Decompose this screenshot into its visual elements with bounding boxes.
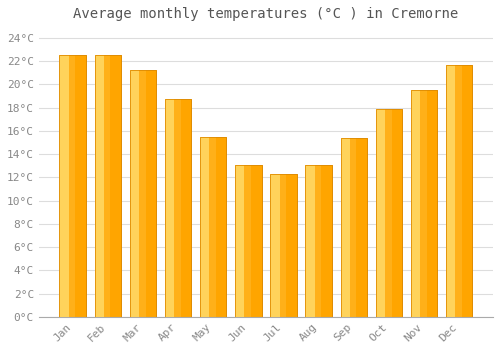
Bar [104,55,110,317]
Bar [306,164,332,317]
Bar [270,174,280,317]
Bar [235,164,244,317]
Bar [280,174,286,317]
Bar [446,65,472,317]
Bar [456,65,462,317]
Bar [350,138,356,317]
Bar [165,99,191,317]
Bar [376,109,402,317]
Bar [130,70,156,317]
Bar [200,137,226,317]
Bar [411,90,438,317]
Bar [165,99,174,317]
Bar [130,70,156,317]
Bar [235,164,262,317]
Bar [376,109,402,317]
Bar [446,65,456,317]
Bar [446,65,472,317]
Bar [60,55,86,317]
Bar [411,90,438,317]
Bar [165,99,191,317]
Bar [174,99,180,317]
Bar [60,55,68,317]
Bar [139,70,145,317]
Bar [306,164,314,317]
Bar [94,55,121,317]
Bar [376,109,385,317]
Bar [130,70,139,317]
Bar [306,164,332,317]
Bar [340,138,367,317]
Bar [94,55,121,317]
Bar [94,55,104,317]
Bar [235,164,262,317]
Title: Average monthly temperatures (°C ) in Cremorne: Average monthly temperatures (°C ) in Cr… [74,7,458,21]
Bar [270,174,296,317]
Bar [60,55,86,317]
Bar [270,174,296,317]
Bar [420,90,426,317]
Bar [411,90,420,317]
Bar [340,138,350,317]
Bar [314,164,322,317]
Bar [200,137,209,317]
Bar [200,137,226,317]
Bar [244,164,251,317]
Bar [340,138,367,317]
Bar [68,55,75,317]
Bar [385,109,392,317]
Bar [210,137,216,317]
